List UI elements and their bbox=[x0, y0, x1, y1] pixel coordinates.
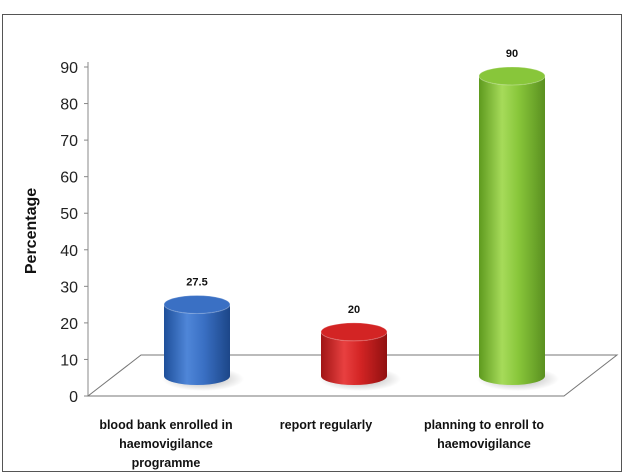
y-ticks: 0 10 20 30 40 50 60 70 80 90 bbox=[60, 60, 88, 406]
y-axis-label: Percentage bbox=[23, 188, 40, 274]
bar-1: 27.5 bbox=[162, 276, 244, 391]
category-label: report regularly bbox=[280, 418, 372, 432]
y-tick-label: 80 bbox=[60, 97, 78, 114]
data-label: 90 bbox=[506, 48, 518, 60]
bar-body bbox=[321, 331, 387, 385]
y-tick-label: 30 bbox=[60, 279, 78, 296]
bar-3: 90 bbox=[477, 48, 559, 391]
category-label: planning to enroll to bbox=[424, 418, 544, 432]
bar-body bbox=[479, 76, 545, 385]
data-label: 27.5 bbox=[186, 276, 207, 288]
category-label: haemovigilance bbox=[437, 437, 531, 451]
y-tick-label: 0 bbox=[69, 389, 78, 406]
bar-top bbox=[320, 322, 388, 342]
bar-2: 20 bbox=[319, 304, 401, 391]
bar-body bbox=[164, 304, 230, 385]
category-labels: blood bank enrolled in haemovigilance prog… bbox=[99, 418, 544, 470]
y-tick-label: 50 bbox=[60, 206, 78, 223]
category-label: blood bank enrolled in bbox=[99, 418, 232, 432]
bar-top bbox=[163, 294, 231, 314]
y-tick-label: 20 bbox=[60, 316, 78, 333]
bar-top bbox=[478, 66, 546, 86]
bars-group: 27.5 20 90 bbox=[162, 48, 559, 391]
y-tick-label: 70 bbox=[60, 133, 78, 150]
y-tick-label: 60 bbox=[60, 170, 78, 187]
category-label: haemovigilance bbox=[119, 437, 213, 451]
y-tick-label: 40 bbox=[60, 243, 78, 260]
data-label: 20 bbox=[348, 304, 360, 316]
category-label: programme bbox=[132, 456, 201, 470]
y-tick-label: 10 bbox=[60, 352, 78, 369]
y-tick-label: 90 bbox=[60, 60, 78, 77]
